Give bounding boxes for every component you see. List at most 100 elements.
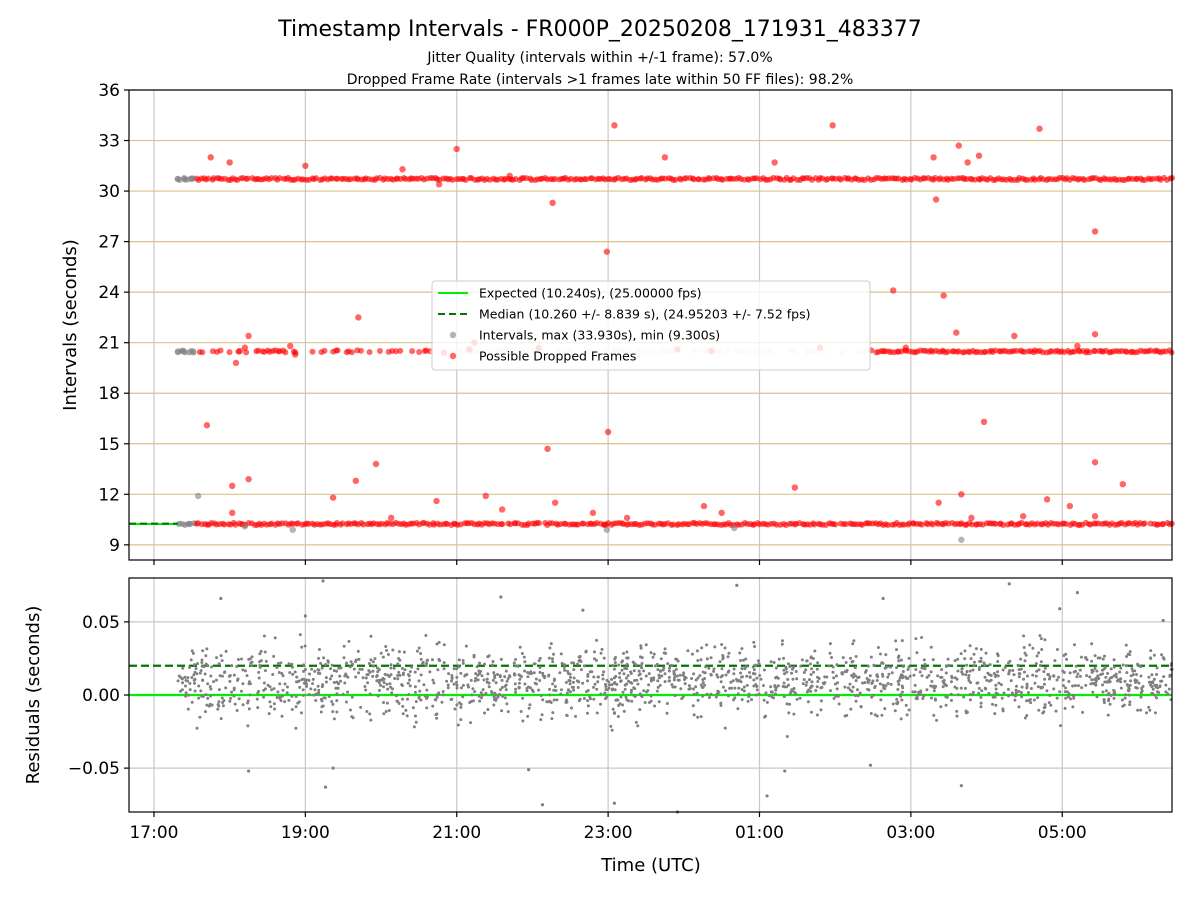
residual-point (1015, 684, 1019, 688)
residual-point (915, 694, 919, 698)
residual-point (727, 651, 731, 655)
residual-point (596, 680, 600, 684)
residual-point (354, 675, 358, 679)
residual-point (366, 673, 370, 677)
residual-point (585, 711, 589, 715)
residual-point (1080, 686, 1084, 690)
residual-point (955, 714, 959, 718)
dropped-frame-point (334, 347, 341, 354)
residual-point (780, 642, 784, 646)
residual-point (514, 687, 518, 691)
residual-point (1121, 663, 1125, 667)
residual-point (279, 699, 283, 703)
residual-point (290, 665, 294, 669)
intervals-y-tick-label: 33 (98, 132, 120, 152)
residual-point (979, 701, 983, 705)
interval-point (188, 175, 196, 183)
residual-point (765, 700, 769, 704)
residual-point (956, 693, 960, 697)
residual-point (269, 705, 273, 709)
residual-point (1153, 683, 1157, 687)
residual-point (423, 694, 427, 698)
residual-point (425, 697, 429, 701)
residual-point (810, 680, 814, 684)
residual-point (201, 678, 205, 682)
residual-point (1024, 653, 1028, 657)
residual-point (1026, 691, 1030, 695)
residual-point (667, 675, 671, 679)
residual-point (644, 643, 648, 647)
residual-point (681, 695, 685, 699)
dropped-frame-point (602, 521, 609, 528)
residual-point (647, 701, 651, 705)
interval-point (731, 524, 738, 532)
residual-point (692, 672, 696, 676)
residual-point (476, 678, 480, 682)
residual-point (745, 674, 749, 678)
residual-point (682, 671, 686, 675)
residual-point (828, 642, 832, 646)
residual-point (748, 675, 752, 679)
residual-point (1025, 674, 1029, 678)
intervals-y-axis-label: Intervals (seconds) (60, 239, 81, 411)
residual-point (1009, 679, 1013, 683)
residual-point (820, 685, 824, 689)
residual-point (276, 690, 280, 694)
residual-point (1048, 675, 1052, 679)
residual-point (221, 701, 225, 705)
residual-point (347, 639, 351, 643)
residual-point (1114, 675, 1118, 679)
residual-point (1096, 674, 1100, 678)
residual-point (303, 614, 307, 618)
residual-point (647, 672, 651, 676)
dropped-frame-point (226, 349, 233, 356)
legend-label: Intervals, max (33.930s), min (9.300s) (479, 328, 720, 343)
residual-point (527, 706, 531, 710)
residual-point (273, 636, 277, 640)
residual-point (891, 702, 895, 706)
residual-point (827, 664, 831, 668)
residual-point (879, 689, 883, 693)
residual-point (391, 648, 395, 652)
residual-point (1049, 703, 1053, 707)
dropped-frame-point (771, 159, 778, 166)
residual-point (795, 677, 799, 681)
residual-point (1001, 707, 1005, 711)
residual-point (785, 735, 789, 739)
residual-point (1043, 703, 1047, 707)
residual-point (687, 684, 691, 688)
residual-point (1139, 695, 1143, 699)
residual-point (673, 675, 677, 679)
residual-point (1032, 698, 1036, 702)
dropped-frame-point (953, 329, 960, 336)
residual-point (197, 696, 201, 700)
residual-point (499, 657, 503, 661)
residual-point (498, 692, 502, 696)
residual-point (498, 688, 502, 692)
residual-point (382, 712, 386, 716)
residual-point (372, 664, 376, 668)
residual-point (1035, 654, 1039, 658)
residual-point (440, 700, 444, 704)
interval-point (174, 175, 182, 183)
residual-point (250, 664, 254, 668)
residual-point (625, 662, 629, 666)
residual-point (367, 662, 371, 666)
residual-point (1167, 687, 1171, 691)
residual-point (384, 645, 388, 649)
dropped-frame-point (1036, 125, 1043, 132)
residual-point (667, 669, 671, 673)
residual-point (856, 694, 860, 698)
interval-point (174, 348, 182, 355)
residual-point (920, 636, 924, 640)
residual-point (376, 670, 380, 674)
residual-point (994, 674, 998, 678)
residual-point (295, 680, 299, 684)
residual-point (692, 713, 696, 717)
residual-point (1076, 672, 1080, 676)
residual-point (901, 669, 905, 673)
residual-point (637, 669, 641, 673)
residual-point (593, 682, 597, 686)
residual-point (1014, 691, 1018, 695)
residual-point (520, 652, 524, 656)
